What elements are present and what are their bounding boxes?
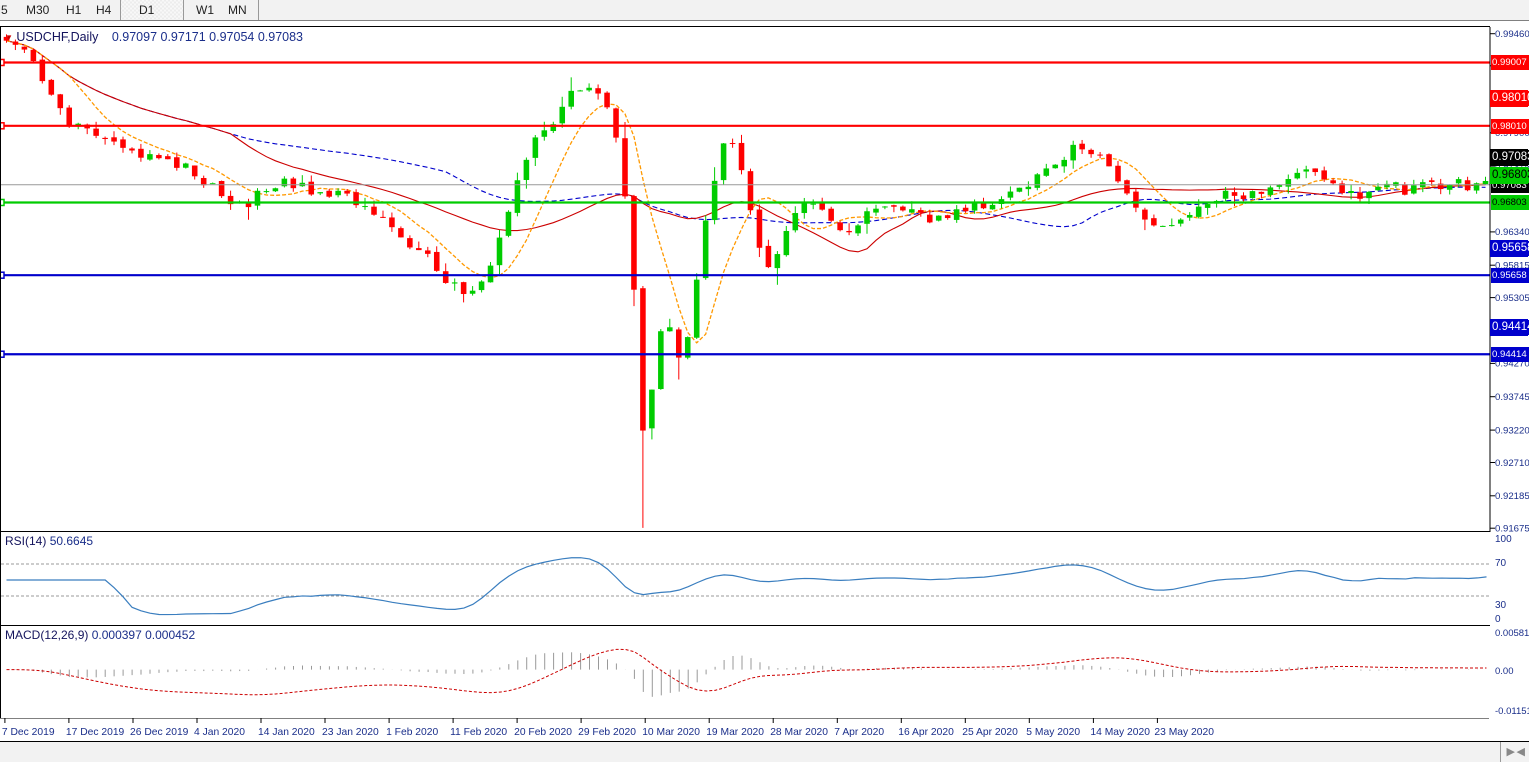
svg-text:0.99460: 0.99460 xyxy=(1495,29,1529,40)
svg-text:19 Mar 2020: 19 Mar 2020 xyxy=(706,727,764,738)
svg-text:20 Feb 2020: 20 Feb 2020 xyxy=(514,727,572,738)
svg-text:5 May 2020: 5 May 2020 xyxy=(1026,727,1080,738)
svg-text:17 Dec 2019: 17 Dec 2019 xyxy=(66,727,125,738)
svg-text:23 May 2020: 23 May 2020 xyxy=(1154,727,1214,738)
svg-text:0.91675: 0.91675 xyxy=(1495,524,1529,535)
svg-text:0.93745: 0.93745 xyxy=(1495,392,1529,403)
svg-text:10 Mar 2020: 10 Mar 2020 xyxy=(642,727,700,738)
svg-text:11 Feb 2020: 11 Feb 2020 xyxy=(450,727,507,738)
svg-text:28 Mar 2020: 28 Mar 2020 xyxy=(770,727,828,738)
svg-text:16 Apr 2020: 16 Apr 2020 xyxy=(898,727,954,738)
svg-text:29 Feb 2020: 29 Feb 2020 xyxy=(578,727,636,738)
svg-text:0.96340: 0.96340 xyxy=(1495,227,1529,238)
svg-text:7 Dec 2019: 7 Dec 2019 xyxy=(2,727,55,738)
svg-text:0.95305: 0.95305 xyxy=(1495,293,1529,304)
svg-text:14 Jan 2020: 14 Jan 2020 xyxy=(258,727,315,738)
svg-text:7 Apr 2020: 7 Apr 2020 xyxy=(834,727,884,738)
svg-text:1 Feb 2020: 1 Feb 2020 xyxy=(386,727,438,738)
svg-text:14 May 2020: 14 May 2020 xyxy=(1090,727,1150,738)
svg-text:25 Apr 2020: 25 Apr 2020 xyxy=(962,727,1018,738)
svg-text:0.92710: 0.92710 xyxy=(1495,458,1529,469)
svg-text:0.93220: 0.93220 xyxy=(1495,425,1529,436)
svg-text:26 Dec 2019: 26 Dec 2019 xyxy=(130,727,189,738)
svg-text:0.92185: 0.92185 xyxy=(1495,491,1529,502)
svg-text:23 Jan 2020: 23 Jan 2020 xyxy=(322,727,379,738)
svg-text:4 Jan 2020: 4 Jan 2020 xyxy=(194,727,245,738)
